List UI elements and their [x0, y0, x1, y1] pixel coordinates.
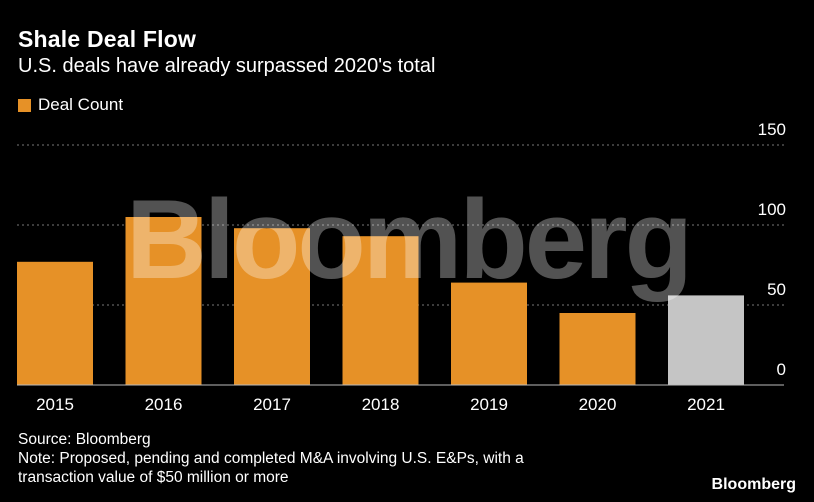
x-tick-label: 2021: [687, 395, 725, 414]
bar-2018: [342, 236, 419, 385]
x-tick-label: 2018: [362, 395, 400, 414]
bar-2015: [17, 261, 93, 385]
bar-2020: [559, 313, 636, 385]
source-notes: Source: Bloomberg Note: Proposed, pendin…: [18, 430, 524, 487]
bar-2019: [451, 282, 527, 385]
legend: Deal Count: [18, 95, 123, 115]
bar-chart: Bloomberg 2015 2016 2017 2018 2019 2020 2021 0…: [17, 120, 786, 414]
x-tick-label: 2016: [145, 395, 183, 414]
x-tick-label: 2019: [470, 395, 508, 414]
x-tick-label: 2015: [36, 395, 74, 414]
x-tick-label: 2020: [579, 395, 617, 414]
bars: [17, 217, 744, 385]
y-tick-label: 150: [758, 120, 786, 139]
bloomberg-logo: Bloomberg: [711, 476, 796, 493]
bar-2021: [668, 295, 744, 385]
note-line-1: Note: Proposed, pending and completed M&…: [18, 450, 524, 467]
y-axis-labels: 0 50 100 150: [758, 120, 786, 379]
bar-2017: [234, 228, 310, 385]
watermark-logo: Bloomberg: [126, 177, 690, 302]
chart-title: Shale Deal Flow: [18, 26, 197, 52]
chart-subtitle: U.S. deals have already surpassed 2020's…: [18, 55, 436, 77]
bar-2016: [125, 217, 202, 385]
note-line-2: transaction value of $50 million or more: [18, 469, 289, 486]
x-axis-labels: 2015 2016 2017 2018 2019 2020 2021: [36, 395, 725, 414]
y-tick-label: 0: [777, 360, 786, 379]
y-tick-label: 100: [758, 200, 786, 219]
legend-label: Deal Count: [38, 95, 124, 114]
legend-swatch: [18, 98, 31, 112]
y-tick-label: 50: [767, 280, 786, 299]
x-tick-label: 2017: [253, 395, 291, 414]
source-text: Source: Bloomberg: [18, 431, 151, 448]
